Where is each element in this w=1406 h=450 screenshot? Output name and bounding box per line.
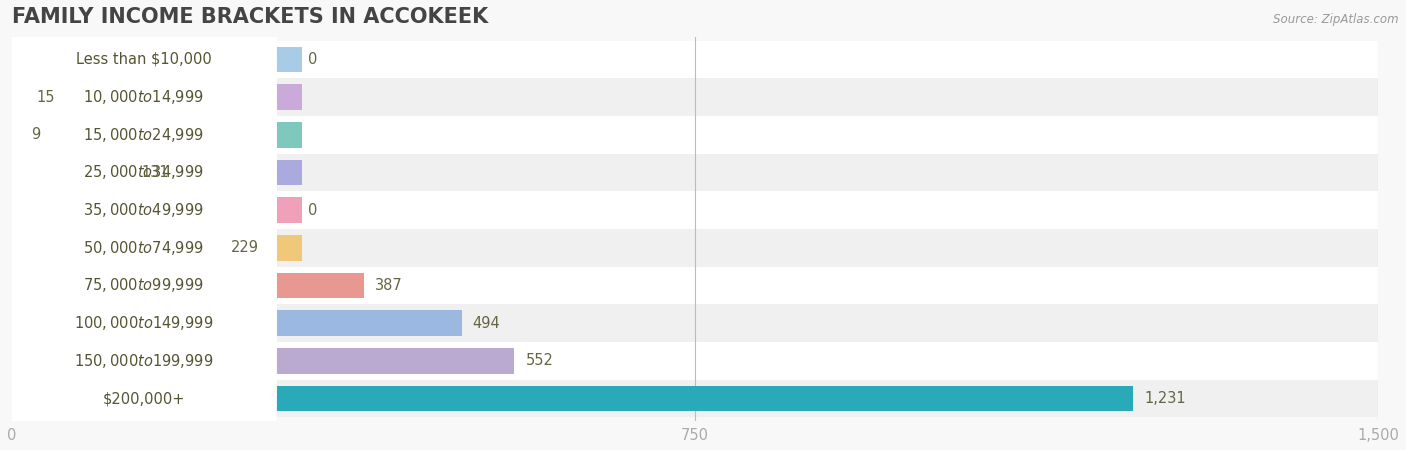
FancyBboxPatch shape bbox=[11, 161, 277, 410]
Text: 229: 229 bbox=[231, 240, 259, 255]
FancyBboxPatch shape bbox=[11, 10, 277, 259]
Bar bbox=[11, 229, 1378, 267]
FancyBboxPatch shape bbox=[11, 86, 277, 334]
Bar bbox=[11, 153, 1378, 191]
FancyBboxPatch shape bbox=[11, 0, 277, 184]
FancyBboxPatch shape bbox=[11, 274, 277, 450]
Text: $25,000 to $34,999: $25,000 to $34,999 bbox=[83, 163, 204, 181]
Text: 387: 387 bbox=[375, 278, 404, 293]
Bar bbox=[11, 160, 302, 185]
Bar bbox=[11, 386, 1133, 411]
FancyBboxPatch shape bbox=[11, 123, 277, 372]
Text: 1,231: 1,231 bbox=[1144, 391, 1185, 406]
Bar bbox=[11, 273, 364, 298]
Text: $200,000+: $200,000+ bbox=[103, 391, 186, 406]
FancyBboxPatch shape bbox=[11, 237, 277, 450]
Text: $15,000 to $24,999: $15,000 to $24,999 bbox=[83, 126, 204, 144]
Text: 131: 131 bbox=[142, 165, 170, 180]
Bar bbox=[11, 267, 1378, 304]
Text: $150,000 to $199,999: $150,000 to $199,999 bbox=[75, 352, 214, 370]
Text: 9: 9 bbox=[31, 127, 39, 142]
Bar bbox=[11, 310, 461, 336]
Bar bbox=[11, 84, 302, 110]
Text: 15: 15 bbox=[37, 90, 55, 104]
Text: $100,000 to $149,999: $100,000 to $149,999 bbox=[75, 314, 214, 332]
Bar bbox=[11, 342, 1378, 380]
Bar bbox=[11, 47, 302, 72]
Text: 0: 0 bbox=[308, 52, 316, 67]
Bar bbox=[11, 40, 1378, 78]
Bar bbox=[11, 116, 1378, 153]
FancyBboxPatch shape bbox=[11, 199, 277, 447]
Text: $75,000 to $99,999: $75,000 to $99,999 bbox=[83, 276, 204, 294]
Text: $10,000 to $14,999: $10,000 to $14,999 bbox=[83, 88, 204, 106]
Bar bbox=[11, 235, 302, 261]
Bar bbox=[11, 380, 1378, 417]
Text: $35,000 to $49,999: $35,000 to $49,999 bbox=[83, 201, 204, 219]
Text: 0: 0 bbox=[308, 202, 316, 218]
Text: Less than $10,000: Less than $10,000 bbox=[76, 52, 211, 67]
Bar bbox=[11, 304, 1378, 342]
Text: 494: 494 bbox=[472, 315, 501, 331]
Text: $50,000 to $74,999: $50,000 to $74,999 bbox=[83, 239, 204, 257]
FancyBboxPatch shape bbox=[11, 0, 277, 221]
FancyBboxPatch shape bbox=[11, 48, 277, 297]
Bar bbox=[11, 78, 1378, 116]
Text: FAMILY INCOME BRACKETS IN ACCOKEEK: FAMILY INCOME BRACKETS IN ACCOKEEK bbox=[11, 7, 488, 27]
Bar bbox=[11, 348, 515, 374]
Text: Source: ZipAtlas.com: Source: ZipAtlas.com bbox=[1274, 14, 1399, 27]
Bar bbox=[11, 191, 1378, 229]
Bar bbox=[11, 122, 302, 148]
Text: 552: 552 bbox=[526, 353, 554, 369]
Bar bbox=[11, 198, 302, 223]
